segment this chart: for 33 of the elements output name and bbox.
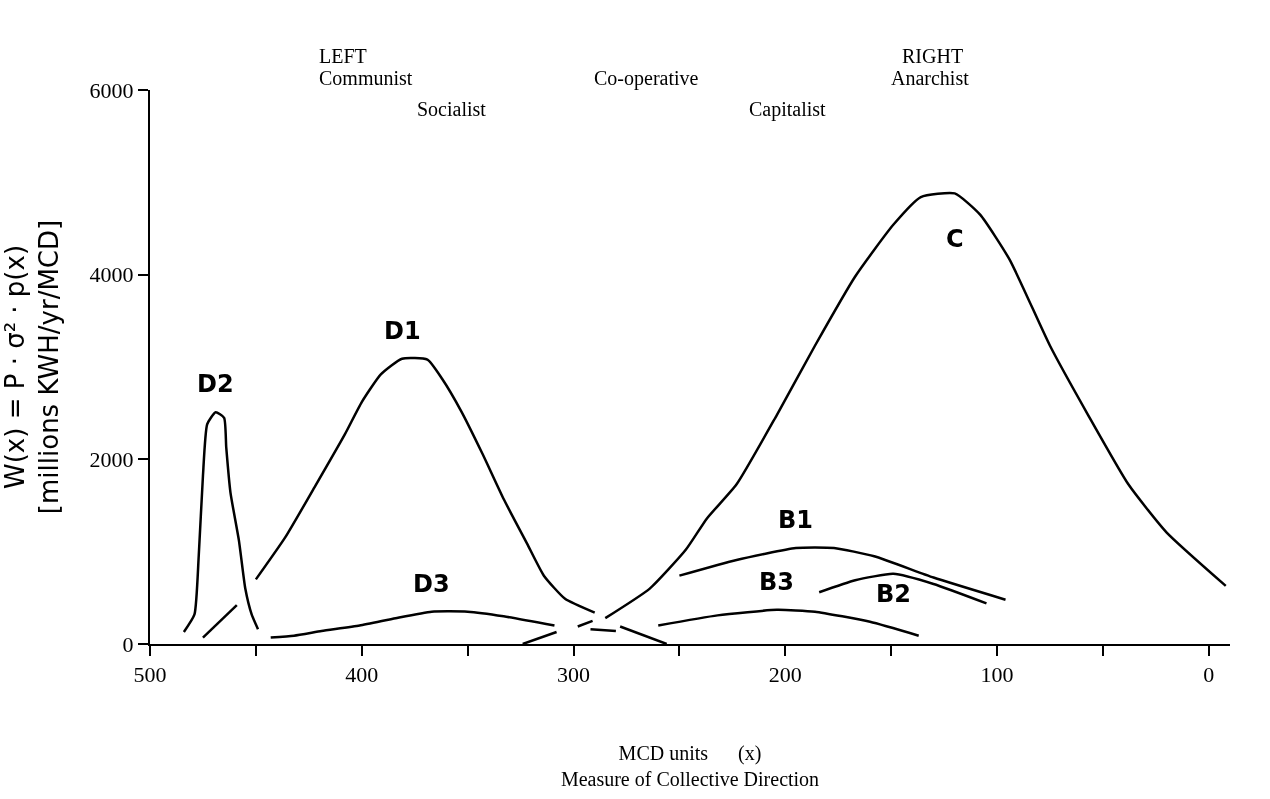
series-label: B3 <box>759 568 794 596</box>
x-tick-label: 400 <box>345 662 379 688</box>
annotation: Socialist <box>417 98 487 120</box>
text: Co-operative <box>594 67 699 90</box>
x-tick-label: 300 <box>557 662 591 688</box>
annotation: Capitalist <box>749 98 827 121</box>
text: Communist <box>319 67 413 89</box>
series-label: D3 <box>413 570 450 598</box>
series-label: B1 <box>778 506 813 534</box>
line-series <box>604 191 1228 620</box>
line-series <box>678 546 1007 601</box>
line-series <box>656 608 920 637</box>
y-axis-title: W(x) = P · σ² · p(x) [millions KWH/yr/MCD] <box>0 219 64 515</box>
series-label: D2 <box>197 370 234 398</box>
x-tick-label: 100 <box>980 662 1014 688</box>
text: LEFT <box>319 45 367 67</box>
line-series <box>254 356 596 614</box>
y-tick-label: 6000 <box>89 77 134 103</box>
text: Anarchist <box>891 67 970 89</box>
y-tick-label: 4000 <box>89 262 134 288</box>
x-tick-label: 200 <box>768 662 802 688</box>
x-axis-title: MCD units (x) Measure of Collective Direction <box>560 742 820 791</box>
series-label: C <box>946 225 964 253</box>
line-series <box>182 410 260 634</box>
text: RIGHT <box>902 45 964 67</box>
line-series <box>269 610 556 639</box>
y-tick-label: 2000 <box>89 447 134 473</box>
series-label: D1 <box>384 317 421 345</box>
x-tick-label: 0 <box>1203 662 1215 688</box>
line-series <box>817 572 988 605</box>
series-label: B2 <box>876 580 911 608</box>
y-tick-label: 0 <box>122 631 134 657</box>
x-tick-label: 500 <box>133 662 167 688</box>
